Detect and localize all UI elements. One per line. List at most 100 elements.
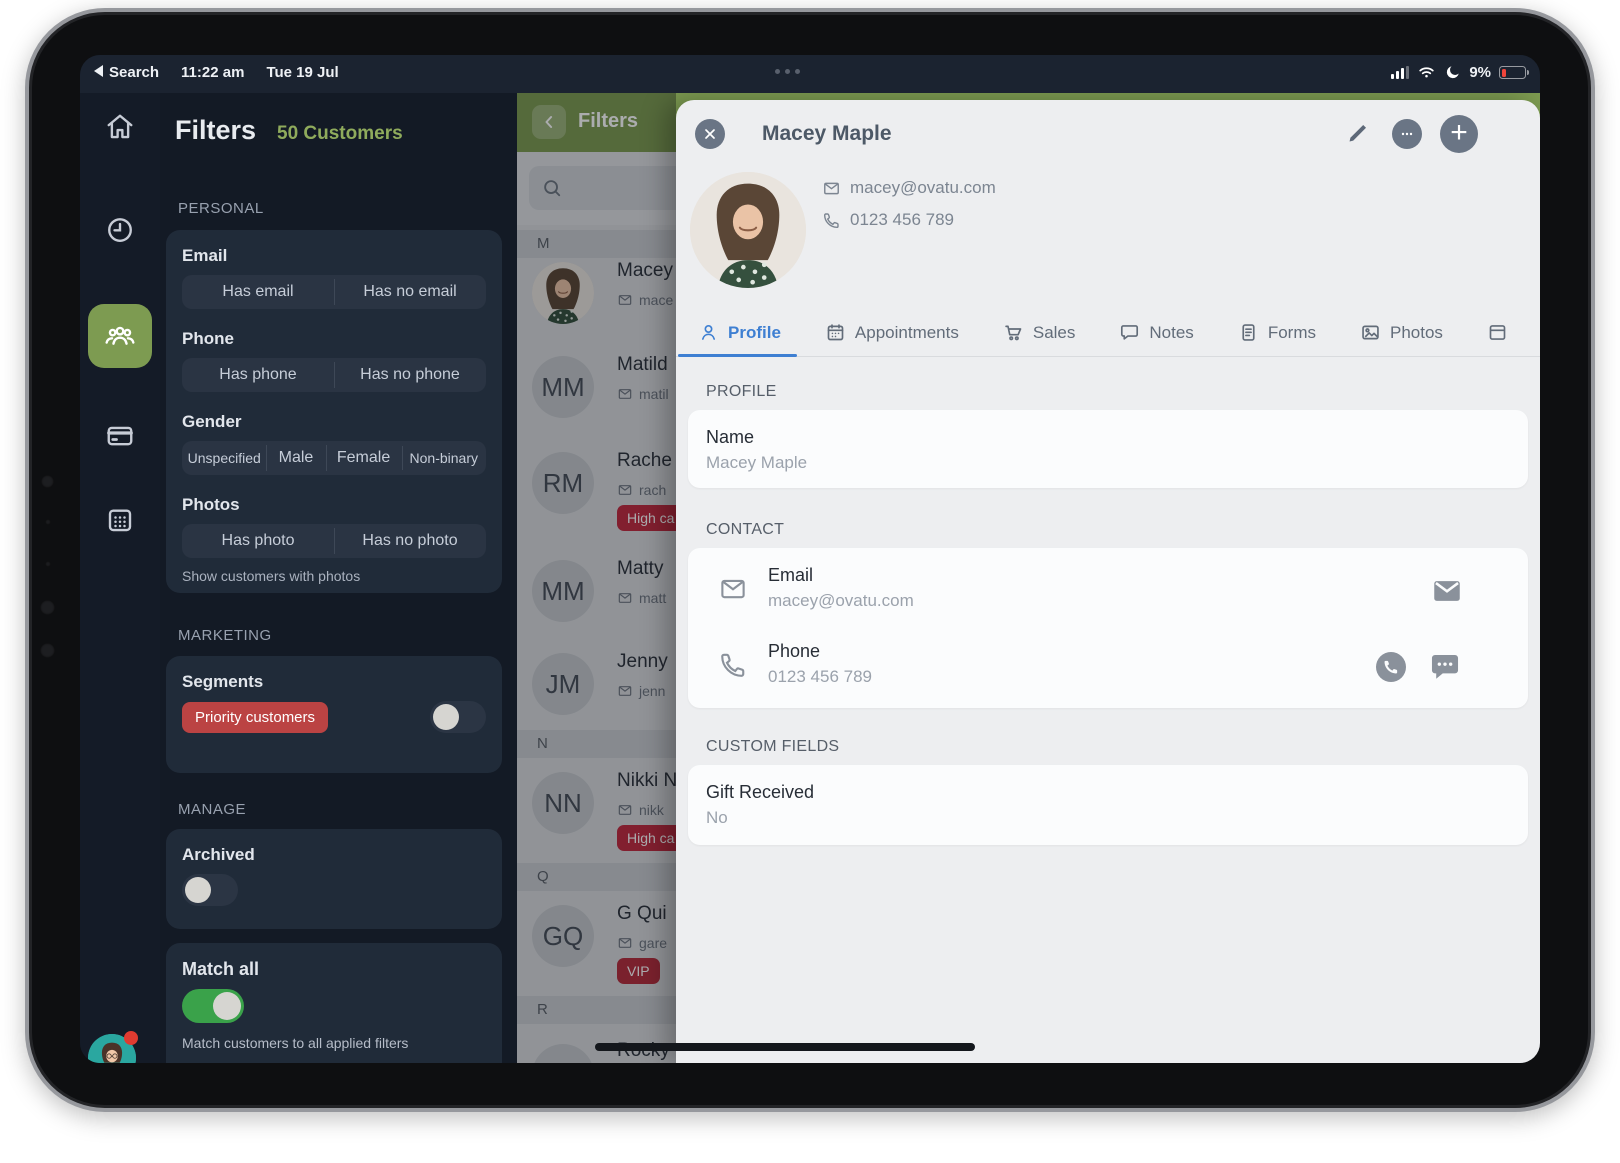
personal-filters-card: Email Has email Has no email Phone Has p… [166,230,502,593]
phone-filter-label: Phone [182,329,234,348]
edit-pencil-icon[interactable] [1345,120,1371,146]
sales-card-icon[interactable] [105,421,135,451]
nav-item-customers-active[interactable] [88,304,152,368]
customer-row[interactable]: MM Matild matil [517,349,700,445]
nav-rail [80,93,160,1063]
back-button[interactable] [532,105,566,139]
customer-row[interactable]: Macey mace [517,255,700,351]
archived-label: Archived [182,845,255,864]
envelope-icon [618,686,632,696]
name-card[interactable]: Name Macey Maple [688,410,1528,488]
envelope-outline-icon [721,579,745,599]
call-phone-button[interactable] [1376,652,1406,682]
contact-card: Email macey@ovatu.com Phone 0123 456 789 [688,548,1528,708]
customer-initials-avatar: NN [532,772,594,834]
battery-icon [1499,66,1529,79]
send-email-icon[interactable] [1430,574,1464,608]
active-tab-underline [678,354,797,357]
search-input[interactable] [529,166,700,210]
customer-badge: VIP [617,958,660,984]
customer-email: nikk [639,802,664,818]
customer-name: Jenny [617,651,668,672]
contact-email-label: Email [768,565,814,585]
option-has-no-phone[interactable]: Has no phone [334,362,486,388]
option-has-photo[interactable]: Has photo [221,532,295,549]
section-strip-q: Q [517,863,700,891]
custom-fields-section-label: CUSTOM FIELDS [706,738,840,755]
contact-phone-row[interactable]: Phone 0123 456 789 [688,628,1528,706]
more-options-button[interactable] [1392,119,1422,149]
option-male[interactable]: Male [266,445,325,471]
option-non-binary[interactable]: Non-binary [401,446,486,470]
gender-filter-label: Gender [182,412,242,431]
send-message-icon[interactable] [1428,650,1462,684]
profile-section-label: PROFILE [706,383,777,400]
side-mic-dot [45,519,51,525]
tab-forms[interactable]: Forms [1238,322,1316,343]
chevron-left-icon [545,116,553,128]
segments-toggle[interactable] [430,701,486,733]
tab-profile[interactable]: Profile [698,322,781,343]
customer-row[interactable]: GQ G Qui gare VIP [517,898,700,994]
user-avatar-illustration [88,1034,136,1063]
modal-dim-overlay [517,93,676,1063]
customer-detail-avatar[interactable] [690,172,806,288]
option-has-phone[interactable]: Has phone [219,366,297,383]
cellular-signal-icon [1391,65,1410,79]
customer-name: Rache [617,450,672,471]
tab-notes[interactable]: Notes [1119,322,1194,343]
customer-photo-illustration [532,262,594,324]
tab-appointments[interactable]: Appointments [825,322,959,343]
match-all-label: Match all [182,959,260,979]
customer-list: M Macey mace MM Matild [517,152,700,1063]
match-all-toggle[interactable] [182,989,244,1023]
history-clock-icon[interactable] [105,215,135,245]
gender-filter-segment: Unspecified Male Female Non-binary [182,441,486,475]
name-field-label: Name [706,427,755,447]
phone-outline-icon [721,653,745,677]
close-button[interactable] [695,119,725,149]
custom-field-value: No [706,808,728,827]
customer-initials-avatar: GQ [532,905,594,967]
customer-badge: High ca [617,505,685,531]
customer-row[interactable]: JM Jenny jenn [517,646,700,742]
envelope-icon [618,485,632,495]
user-avatar[interactable] [88,1034,136,1063]
calendar-icon [827,324,844,341]
search-icon [544,180,561,197]
customer-row[interactable]: MM Matty matt [517,553,700,649]
customer-email: rach [639,482,667,498]
tab-sales[interactable]: Sales [1003,322,1075,343]
tab-partial[interactable] [1487,322,1508,343]
customer-row[interactable]: RM Rache rach High ca [517,445,700,541]
calendar-keypad-icon[interactable] [105,505,135,535]
option-unspecified[interactable]: Unspecified [187,450,261,466]
photos-filter-label: Photos [182,495,240,514]
home-indicator[interactable] [595,1043,975,1051]
side-mic-dot [45,561,51,567]
envelope-icon [824,182,839,194]
multitask-dots-icon[interactable] [775,69,800,74]
contact-email-row[interactable]: Email macey@ovatu.com [688,552,1528,630]
tab-photos[interactable]: Photos [1360,322,1443,343]
home-icon[interactable] [105,112,135,142]
option-has-no-email[interactable]: Has no email [334,279,486,305]
priority-customers-chip[interactable]: Priority customers [182,701,329,733]
status-bar: Search 11:22 am Tue 19 Jul 9% [80,55,1540,93]
option-has-email[interactable]: Has email [222,283,294,300]
add-button[interactable]: + [1440,115,1478,153]
customer-row[interactable]: NN Nikki N nikk High ca [517,765,700,861]
option-female[interactable]: Female [325,445,402,471]
back-to-search[interactable]: Search [94,64,159,81]
customer-count: 50 Customers [277,123,403,144]
archived-toggle[interactable] [182,874,238,906]
customer-detail-title: Macey Maple [762,122,892,145]
contact-phone-label: Phone [768,641,821,661]
gift-received-card[interactable]: Gift Received No [688,765,1528,845]
option-has-no-photo[interactable]: Has no photo [334,528,486,554]
marketing-section-label: MARKETING [178,627,272,644]
customer-email: jenn [639,683,666,699]
section-strip-m: M [517,230,700,258]
email-filter-segment: Has email Has no email [182,275,486,309]
customer-photo-avatar [532,262,594,324]
